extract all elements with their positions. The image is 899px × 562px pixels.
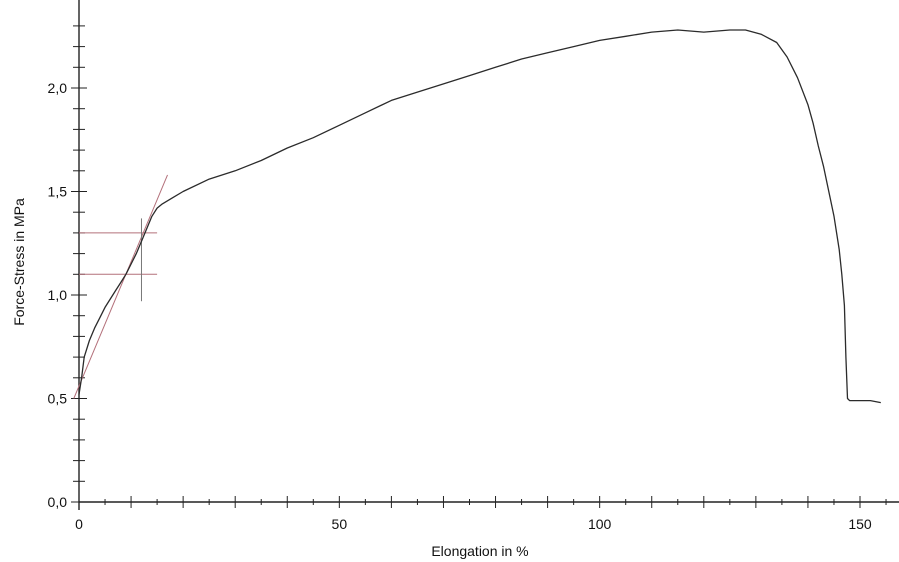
x-tick-label: 150 [848, 516, 872, 532]
ticks [71, 26, 886, 508]
axes [79, 0, 899, 510]
tick-labels: 0 50 100 150 0,0 0,5 1,0 1,5 2,0 [48, 80, 872, 532]
x-tick-label: 0 [75, 516, 83, 532]
x-tick-label: 50 [332, 516, 348, 532]
y-tick-label: 1,0 [48, 287, 68, 303]
y-tick-label: 1,5 [48, 184, 68, 200]
y-axis-title: Force-Stress in MPa [11, 198, 27, 326]
series-line-0 [79, 30, 881, 403]
y-tick-label: 2,0 [48, 80, 68, 96]
y-tick-label: 0,0 [48, 494, 68, 510]
series [79, 30, 881, 403]
y-tick-label: 0,5 [48, 391, 68, 407]
annotations [74, 175, 168, 399]
x-tick-label: 100 [588, 516, 612, 532]
tangent-line [74, 175, 168, 399]
x-axis-title: Elongation in % [431, 543, 528, 559]
